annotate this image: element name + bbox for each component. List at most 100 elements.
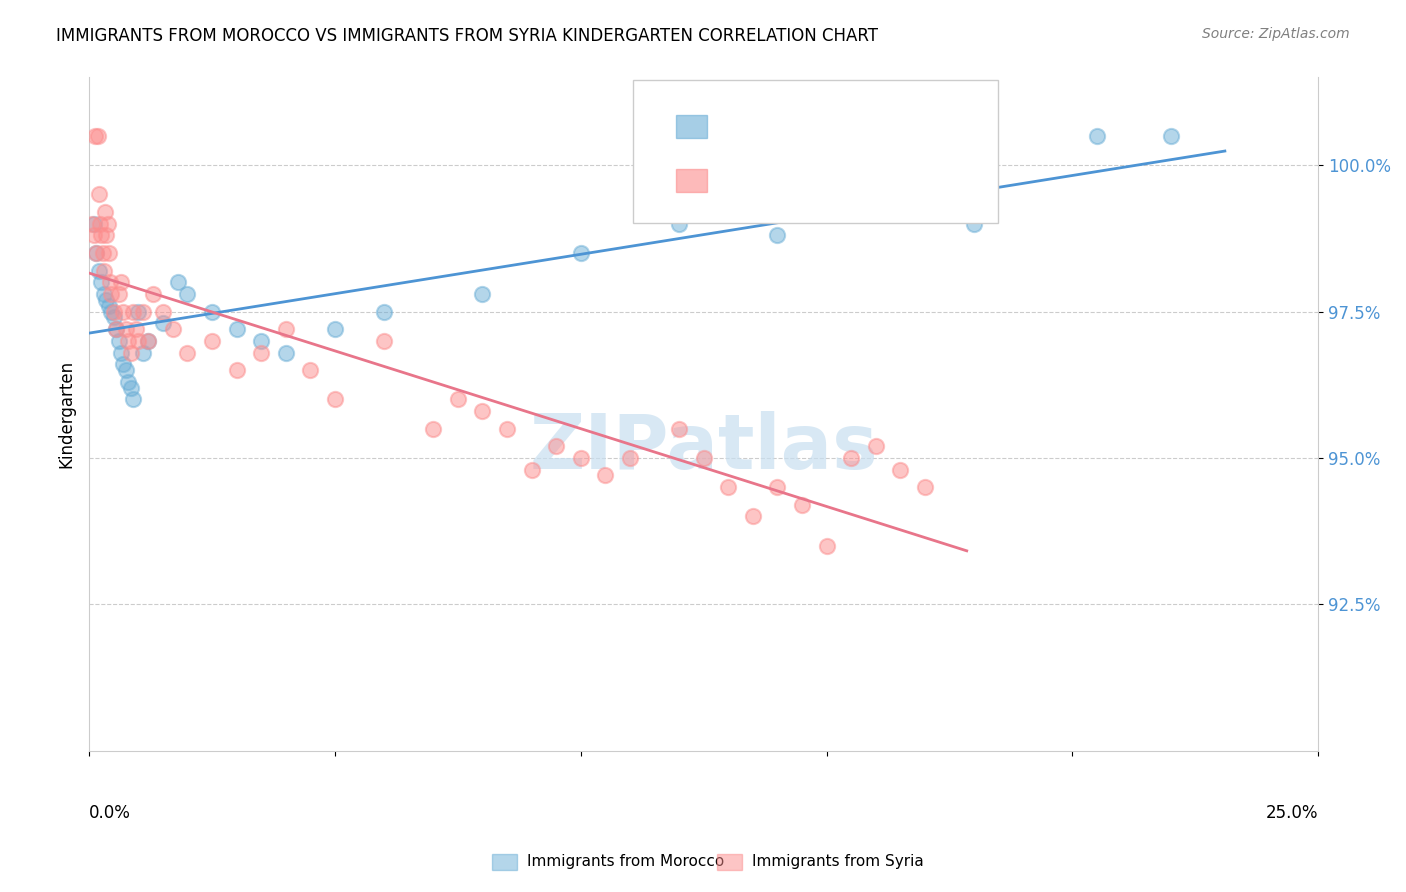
Point	[815, 187, 838, 202]
Point	[152, 304, 174, 318]
Point	[94, 205, 117, 219]
Point	[471, 287, 494, 301]
Point	[496, 422, 519, 436]
Point	[98, 275, 121, 289]
Point	[889, 462, 911, 476]
Point	[120, 345, 142, 359]
Point	[741, 509, 763, 524]
Text: R = 0.315   N = 60: R = 0.315 N = 60	[675, 169, 872, 187]
Point	[84, 128, 107, 143]
Point	[97, 217, 120, 231]
Point	[127, 334, 149, 348]
Point	[136, 334, 159, 348]
Point	[110, 275, 132, 289]
Point	[865, 439, 887, 453]
Point	[90, 275, 112, 289]
Point	[766, 480, 789, 494]
Point	[569, 450, 592, 465]
Point	[93, 287, 115, 301]
Point	[790, 498, 813, 512]
Point	[323, 392, 346, 407]
Point	[373, 304, 395, 318]
Point	[112, 304, 135, 318]
Text: R = 0.472   N = 37: R = 0.472 N = 37	[675, 116, 872, 134]
Point	[839, 450, 862, 465]
Point	[323, 322, 346, 336]
Point	[1160, 128, 1182, 143]
Point	[125, 322, 148, 336]
Text: Immigrants from Syria: Immigrants from Syria	[752, 855, 924, 869]
Point	[115, 363, 138, 377]
Point	[447, 392, 470, 407]
Point	[103, 304, 125, 318]
Point	[117, 334, 139, 348]
Point	[112, 357, 135, 371]
Point	[619, 450, 641, 465]
Point	[97, 246, 120, 260]
Point	[274, 322, 297, 336]
Point	[717, 480, 740, 494]
Point	[766, 228, 789, 243]
Point	[274, 345, 297, 359]
Point	[86, 246, 108, 260]
Point	[120, 381, 142, 395]
Point	[122, 392, 145, 407]
Point	[97, 299, 120, 313]
Point	[86, 246, 108, 260]
Point	[87, 263, 110, 277]
Point	[127, 304, 149, 318]
Point	[201, 304, 224, 318]
Point	[520, 462, 543, 476]
Point	[96, 228, 118, 243]
Y-axis label: Kindergarten: Kindergarten	[58, 360, 75, 468]
Text: 0.0%: 0.0%	[89, 805, 131, 822]
Point	[692, 450, 714, 465]
Point	[89, 217, 111, 231]
Point	[914, 480, 936, 494]
Point	[225, 322, 247, 336]
Point	[546, 439, 568, 453]
Point	[83, 217, 105, 231]
Point	[90, 228, 112, 243]
Point	[142, 287, 165, 301]
Text: 25.0%: 25.0%	[1265, 805, 1319, 822]
Point	[201, 334, 224, 348]
Point	[117, 375, 139, 389]
Point	[132, 304, 155, 318]
Point	[569, 246, 592, 260]
Point	[595, 468, 617, 483]
Point	[132, 345, 155, 359]
Point	[83, 228, 105, 243]
Point	[815, 539, 838, 553]
Point	[1085, 128, 1108, 143]
Point	[100, 287, 122, 301]
Point	[105, 322, 128, 336]
Point	[668, 217, 690, 231]
Point	[422, 422, 444, 436]
Point	[225, 363, 247, 377]
Point	[93, 263, 115, 277]
Point	[107, 287, 129, 301]
Point	[963, 217, 986, 231]
Point	[668, 422, 690, 436]
Text: ZIPatlas: ZIPatlas	[530, 410, 877, 484]
Point	[105, 322, 128, 336]
Point	[176, 287, 198, 301]
Point	[176, 345, 198, 359]
Point	[250, 334, 273, 348]
Point	[373, 334, 395, 348]
Point	[122, 304, 145, 318]
Point	[91, 246, 114, 260]
Point	[152, 316, 174, 330]
Point	[80, 217, 103, 231]
Point	[110, 345, 132, 359]
Point	[87, 187, 110, 202]
Point	[471, 404, 494, 418]
Point	[250, 345, 273, 359]
Point	[96, 293, 118, 307]
Text: Source: ZipAtlas.com: Source: ZipAtlas.com	[1202, 27, 1350, 41]
Point	[136, 334, 159, 348]
Point	[115, 322, 138, 336]
Point	[299, 363, 322, 377]
Point	[103, 310, 125, 325]
